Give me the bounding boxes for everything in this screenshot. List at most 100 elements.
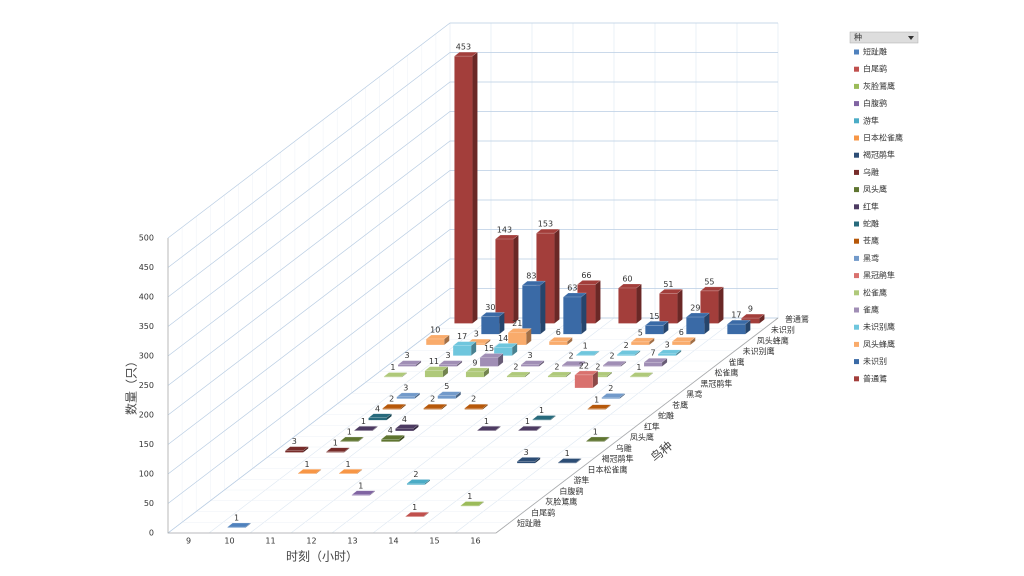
legend-header[interactable] [849, 31, 919, 44]
data-label: 3 [446, 351, 451, 360]
data-label: 3 [292, 437, 297, 446]
z-tick-label: 雀鹰 [729, 357, 745, 367]
bar-side [444, 334, 450, 345]
bar-side [592, 370, 598, 388]
data-label: 66 [581, 271, 591, 280]
x-tick-label: 16 [470, 537, 480, 546]
bar-side [316, 469, 322, 474]
z-tick-label: 灰脸鵟鹰 [545, 497, 577, 507]
bar-side [513, 235, 519, 324]
data-label: 453 [456, 43, 471, 52]
bar-top [479, 353, 504, 358]
bar-top [493, 343, 518, 348]
bar-side [565, 371, 571, 378]
bar-side [413, 424, 419, 431]
bar-side [526, 328, 532, 345]
bar-top [535, 228, 561, 234]
legend-label: 白尾鹞 [863, 64, 887, 74]
bar-side [524, 371, 530, 378]
data-label: 11 [429, 357, 439, 366]
data-label: 3 [405, 351, 410, 360]
bar-top [586, 404, 612, 410]
data-label: 3 [524, 448, 529, 457]
bar-side [676, 349, 682, 356]
data-label: 29 [690, 304, 700, 313]
bar [574, 374, 593, 388]
data-label: 143 [497, 226, 512, 235]
bar-side [478, 501, 484, 507]
data-label: 3 [665, 340, 670, 349]
bar [495, 239, 514, 324]
bar [686, 317, 705, 335]
bar [547, 375, 566, 378]
bar-side [358, 437, 364, 442]
bar-top [437, 391, 462, 396]
z-axis [495, 317, 779, 534]
legend-swatch [854, 324, 859, 330]
bar-side [663, 321, 669, 335]
bar [727, 324, 746, 335]
bar [477, 430, 496, 431]
bar-side [483, 367, 489, 378]
bar-top [438, 360, 463, 365]
bar-top [617, 283, 643, 289]
bar-top [394, 424, 420, 429]
bar-side [457, 360, 463, 367]
bar [381, 439, 400, 442]
bar [460, 505, 479, 507]
bar-top [657, 349, 682, 355]
bar-side [662, 358, 668, 367]
data-label: 1 [594, 395, 599, 404]
dropdown-arrow[interactable] [908, 36, 914, 40]
bar [298, 473, 317, 474]
bar-side [759, 314, 765, 324]
grid-line [167, 199, 778, 416]
data-label: 9 [748, 305, 753, 314]
bar-top [297, 469, 322, 474]
data-label: 2 [430, 395, 435, 404]
legend-label: 黑冠鹃隼 [863, 270, 895, 280]
z-tick-label: 黑冠鹃隼 [700, 378, 732, 388]
bar-side [635, 350, 641, 356]
bar [586, 441, 605, 442]
grid-line [167, 258, 778, 475]
data-label: 1 [390, 363, 395, 372]
z-tick-label: 松雀鹰 [714, 368, 738, 378]
legend-swatch [854, 101, 859, 107]
grid-line [167, 22, 778, 239]
legend-label: 短趾雕 [863, 47, 887, 57]
bar-top [380, 435, 406, 440]
bar-side [554, 229, 560, 324]
bar-top [396, 392, 421, 398]
data-label: 5 [444, 382, 449, 391]
legend-swatch [854, 255, 859, 261]
legend-swatch [854, 118, 859, 124]
data-label: 1 [565, 449, 570, 458]
bar-side [303, 446, 309, 453]
bar [508, 332, 527, 345]
bar-side [690, 337, 696, 345]
legend-swatch [854, 152, 859, 158]
data-label: 4 [375, 404, 380, 413]
bar [506, 375, 525, 378]
bar-top [643, 357, 668, 363]
bar-side [605, 404, 611, 410]
bar-top [658, 289, 684, 294]
bar [532, 419, 551, 421]
bar-top [460, 501, 485, 506]
data-label: 10 [430, 325, 440, 334]
bar-side [604, 437, 610, 442]
data-label: 15 [649, 312, 659, 321]
bar-top [476, 426, 502, 431]
y-tick-label: 500 [139, 234, 154, 243]
bar [517, 461, 536, 464]
x-tick-label: 12 [306, 537, 316, 546]
x-axis-label: 时刻（小时） [286, 550, 358, 564]
data-label: 2 [413, 470, 418, 479]
bar-side [745, 320, 751, 335]
bar-side [357, 469, 363, 474]
bar-side [423, 512, 429, 517]
data-label: 3 [474, 330, 479, 339]
bar [406, 483, 425, 485]
bar-top [685, 312, 711, 318]
